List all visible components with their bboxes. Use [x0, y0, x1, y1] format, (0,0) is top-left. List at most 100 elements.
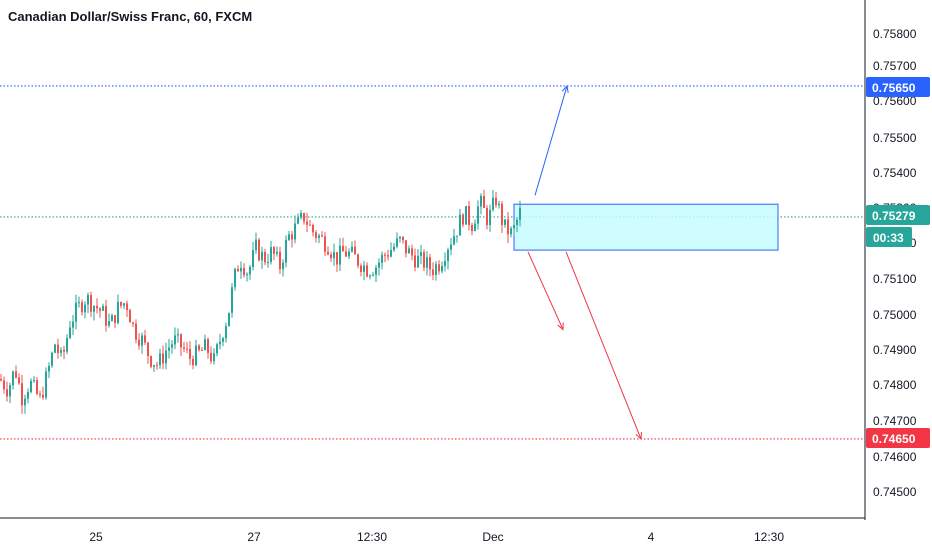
candle-body [204, 339, 206, 351]
candle-body [435, 264, 437, 276]
candle-body [318, 235, 320, 238]
x-tick-label: 25 [89, 530, 103, 544]
candle-body [336, 252, 338, 265]
candle-body [504, 219, 506, 225]
candle-body [294, 223, 296, 240]
candle-body [432, 269, 434, 276]
candle-body [3, 380, 5, 390]
candle-body [60, 349, 62, 353]
candle-countdown: 00:33 [873, 231, 904, 245]
candle-body [348, 251, 350, 257]
candle-body [186, 348, 188, 350]
candle-body [105, 305, 107, 326]
candle-body [198, 345, 200, 350]
downside-arrow-long-head [635, 431, 642, 441]
candle-body [282, 262, 284, 270]
candle-body [141, 335, 143, 346]
candle-body [369, 275, 371, 277]
candle-body [423, 252, 425, 268]
downside-arrow-long [565, 251, 642, 440]
candle-body [306, 221, 308, 225]
candle-body [69, 327, 71, 338]
candle-body [303, 212, 305, 222]
zone-box [513, 203, 779, 251]
candle-body [405, 240, 407, 254]
candle-body [72, 321, 74, 328]
candle-body [126, 303, 128, 311]
candle-body [426, 257, 428, 268]
level-lines [0, 85, 864, 440]
range-zone[interactable] [513, 203, 779, 251]
candle-body [48, 365, 50, 372]
candle-body [102, 305, 104, 311]
candle-body [384, 254, 386, 256]
candle-body [339, 245, 341, 265]
candle-body [147, 342, 149, 357]
candle-body [57, 344, 59, 353]
candle-body [480, 195, 482, 207]
candle-body [354, 246, 356, 255]
x-tick-label: 12:30 [754, 530, 784, 544]
target-down-badge: 0.74650 [866, 428, 930, 448]
price-axis[interactable]: 0.75800 0.75700 0.75600 0.75500 0.75400 … [873, 27, 917, 499]
y-tick-label: 0.75600 [873, 94, 917, 108]
candle-body [459, 214, 461, 236]
target-down-price: 0.74650 [872, 432, 916, 446]
time-axis[interactable]: 25 27 12:30 Dec 4 12:30 [89, 530, 784, 544]
candle-body [471, 224, 473, 232]
y-tick-label: 0.75000 [873, 308, 917, 322]
candle-body [501, 203, 503, 225]
candle-body [345, 251, 347, 257]
candle-body [162, 353, 164, 364]
countdown-badge: 00:33 [866, 227, 912, 247]
candle-body [135, 323, 137, 340]
candle-body [240, 267, 242, 272]
candle-body [168, 347, 170, 351]
candle-body [444, 261, 446, 266]
candle-body [393, 246, 395, 250]
candle-body [33, 380, 35, 382]
candle-body [252, 250, 254, 268]
y-tick-label: 0.75800 [873, 27, 917, 41]
candle-body [15, 371, 17, 378]
candle-body [210, 352, 212, 362]
candle-body [327, 251, 329, 255]
candle-body [177, 334, 179, 336]
chart-title: Canadian Dollar/Swiss Franc, 60, FXCM [8, 9, 253, 24]
y-tick-label: 0.74700 [873, 414, 917, 428]
candle-body [330, 254, 332, 259]
candle-body [132, 322, 134, 324]
candle-body [357, 254, 359, 266]
candle-body [351, 246, 353, 252]
candle-body [159, 353, 161, 366]
candle-body [417, 255, 419, 268]
y-tick-label: 0.75500 [873, 131, 917, 145]
candle-body [324, 236, 326, 252]
candle-body [96, 305, 98, 309]
candle-body [309, 224, 311, 226]
candle-body [492, 197, 494, 210]
candle-body [144, 335, 146, 343]
candle-body [63, 349, 65, 352]
candle-body [255, 239, 257, 251]
candle-body [519, 208, 521, 220]
target-up-price: 0.75650 [872, 81, 916, 95]
candle-body [36, 380, 38, 394]
candle-body [468, 205, 470, 225]
candle-body [0, 378, 2, 381]
candle-body [129, 310, 131, 323]
candle-body [156, 365, 158, 367]
candle-body [108, 321, 110, 326]
candle-body [498, 203, 500, 206]
projection-arrows [527, 84, 642, 441]
candle-body [174, 335, 176, 345]
candle-body [321, 235, 323, 237]
candle-body [378, 262, 380, 268]
candle-body [18, 377, 20, 384]
candle-body [234, 268, 236, 288]
candle-body [381, 254, 383, 263]
candle-body [87, 294, 89, 305]
candle-body [66, 337, 68, 352]
candle-body [24, 398, 26, 406]
